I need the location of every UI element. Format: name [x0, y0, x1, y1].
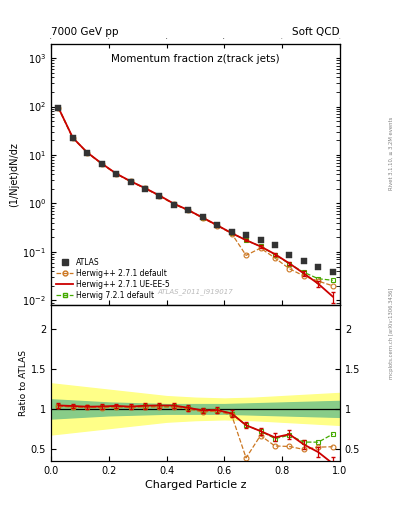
Text: mcplots.cern.ch [arXiv:1306.3436]: mcplots.cern.ch [arXiv:1306.3436] [389, 287, 393, 378]
Y-axis label: Ratio to ATLAS: Ratio to ATLAS [19, 350, 28, 416]
Text: Rivet 3.1.10, ≥ 3.2M events: Rivet 3.1.10, ≥ 3.2M events [389, 117, 393, 190]
Text: ATLAS_2011_I919017: ATLAS_2011_I919017 [158, 288, 233, 294]
Legend: ATLAS, Herwig++ 2.7.1 default, Herwig++ 2.7.1 UE-EE-5, Herwig 7.2.1 default: ATLAS, Herwig++ 2.7.1 default, Herwig++ … [55, 257, 172, 301]
Text: Momentum fraction z(track jets): Momentum fraction z(track jets) [111, 54, 280, 64]
Y-axis label: (1/Njet)dN/dz: (1/Njet)dN/dz [9, 142, 20, 207]
X-axis label: Charged Particle z: Charged Particle z [145, 480, 246, 490]
Text: 7000 GeV pp: 7000 GeV pp [51, 27, 119, 37]
Text: Soft QCD: Soft QCD [292, 27, 340, 37]
